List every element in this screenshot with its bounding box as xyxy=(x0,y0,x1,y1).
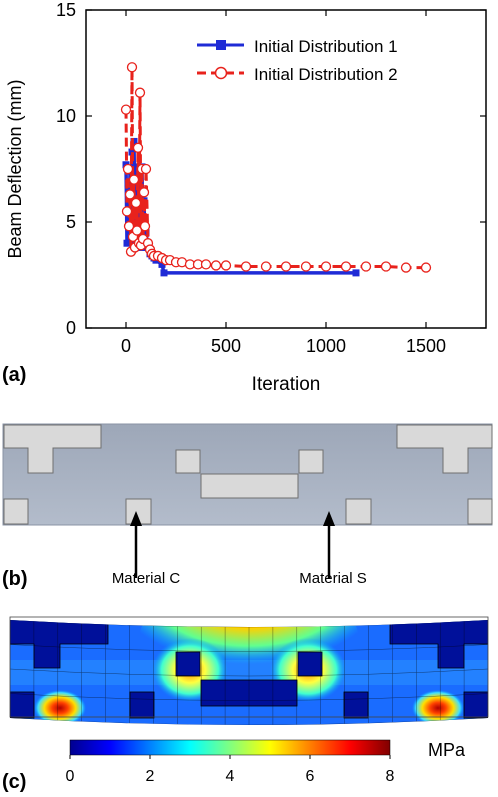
data-point xyxy=(352,269,360,277)
data-point xyxy=(130,197,142,209)
data-point xyxy=(131,225,143,236)
mesh-line xyxy=(10,693,488,701)
data-point xyxy=(400,262,412,273)
undeformed-outline xyxy=(9,616,489,718)
material-c-block xyxy=(3,498,29,525)
colorbar-unit: MPa xyxy=(428,740,466,760)
legend-marker-square xyxy=(216,40,226,50)
legend-item-2: Initial Distribution 2 xyxy=(197,65,398,84)
material-c-block-center xyxy=(200,473,299,499)
material-c-block-top-left xyxy=(3,424,102,474)
annotation-material-s: Material S xyxy=(299,511,367,587)
y-tick-label: 10 xyxy=(56,106,76,126)
data-point xyxy=(134,87,146,98)
annotation-material-c: Material C xyxy=(112,511,181,587)
data-point xyxy=(240,261,252,272)
data-point xyxy=(123,239,131,247)
label-material-c: Material C xyxy=(112,570,181,587)
data-point xyxy=(124,189,136,200)
material-layout-panel: Material C Material S (b) xyxy=(2,423,493,590)
colorbar xyxy=(69,739,391,756)
x-tick-label: 1500 xyxy=(406,336,446,356)
data-point xyxy=(158,260,166,268)
legend: Initial Distribution 1 Initial Distribut… xyxy=(197,37,398,84)
colorbar-ticks: 0 2 4 6 8 xyxy=(66,755,395,785)
series-layer xyxy=(120,62,432,277)
data-point xyxy=(360,261,372,272)
y-tick-label: 5 xyxy=(66,212,76,232)
panel-label-c: (c) xyxy=(2,771,26,793)
y-tick-label: 15 xyxy=(56,0,76,20)
plot-frame xyxy=(85,9,487,329)
data-point xyxy=(139,221,151,232)
data-point xyxy=(121,206,133,217)
data-point xyxy=(340,261,352,272)
x-tick-label: 1000 xyxy=(306,336,346,356)
material-c-block xyxy=(467,498,493,525)
legend-label-2: Initial Distribution 2 xyxy=(254,65,398,84)
y-axis: 0 5 10 15 xyxy=(56,0,486,338)
series-line xyxy=(124,67,426,270)
data-point xyxy=(280,261,292,272)
stiff-region xyxy=(10,691,35,719)
data-point xyxy=(132,142,144,153)
material-c-block-top-right xyxy=(396,424,493,474)
mesh-line xyxy=(10,644,488,652)
stiff-region-top-left xyxy=(10,620,109,669)
stiff-region xyxy=(129,691,155,719)
material-c-block xyxy=(298,449,324,474)
colorbar-tick-label: 0 xyxy=(66,768,75,785)
data-point xyxy=(120,104,132,115)
data-point xyxy=(138,187,150,198)
legend-label-1: Initial Distribution 1 xyxy=(254,37,398,56)
deflection-chart: 0 5 10 15 0 500 1000 1500 Beam Deflection (mm)… xyxy=(2,0,487,395)
stiff-region xyxy=(463,691,488,719)
data-point xyxy=(128,148,136,156)
data-point xyxy=(160,269,168,277)
x-tick-label: 500 xyxy=(211,336,241,356)
stiff-region xyxy=(297,651,323,677)
mesh-line xyxy=(10,620,488,628)
data-point xyxy=(123,221,135,232)
colorbar-tick-label: 4 xyxy=(226,768,235,785)
data-point xyxy=(420,262,432,273)
data-point xyxy=(132,163,140,171)
data-point xyxy=(130,137,138,145)
y-tick-label: 0 xyxy=(66,318,76,338)
data-point xyxy=(128,174,140,185)
panel-label-a: (a) xyxy=(2,364,26,386)
stiff-region xyxy=(343,691,369,719)
data-point xyxy=(142,229,150,237)
data-point xyxy=(126,62,138,73)
data-point xyxy=(210,260,222,271)
data-point xyxy=(122,163,134,175)
material-c-block xyxy=(345,498,372,525)
data-point xyxy=(380,261,392,272)
x-tick-label: 0 xyxy=(121,336,131,356)
label-material-s: Material S xyxy=(299,570,367,587)
data-point xyxy=(260,261,272,272)
stiff-region xyxy=(175,651,201,677)
panel-label-b: (b) xyxy=(2,568,28,590)
data-point xyxy=(140,163,152,175)
legend-marker-circle xyxy=(214,66,228,80)
data-point xyxy=(200,259,212,270)
data-point xyxy=(320,261,332,272)
data-point xyxy=(125,229,133,237)
y-axis-label: Beam Deflection (mm) xyxy=(5,79,25,258)
x-axis-label: Iteration xyxy=(252,374,321,395)
colorbar-tick-label: 6 xyxy=(306,768,315,785)
material-c-block xyxy=(175,449,201,474)
mesh-line xyxy=(10,668,488,677)
data-point xyxy=(220,260,232,271)
legend-item-1: Initial Distribution 1 xyxy=(197,37,398,56)
x-axis: 0 500 1000 1500 xyxy=(121,10,446,356)
stress-field-panel: 0 2 4 6 8 MPa (c) xyxy=(2,616,489,793)
colorbar-tick-label: 8 xyxy=(386,768,395,785)
data-point xyxy=(300,261,312,272)
series-2 xyxy=(120,62,432,273)
colorbar-tick-label: 2 xyxy=(146,768,155,785)
